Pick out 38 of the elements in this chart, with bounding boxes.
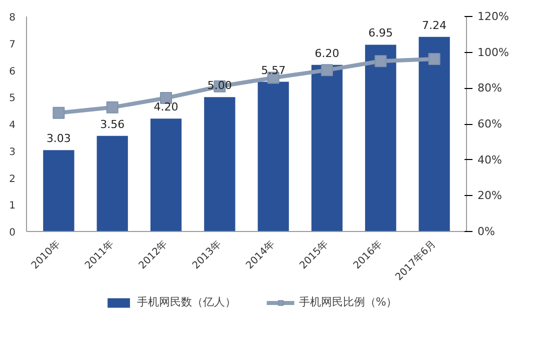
y-tick-label: 5 [9, 93, 16, 104]
bar [204, 97, 236, 232]
y-tick-label: 8 [9, 12, 16, 24]
bar [418, 36, 450, 232]
y-tick-label: 7 [9, 39, 16, 50]
y2-tick-label: 120% [478, 10, 509, 23]
bar [96, 136, 128, 232]
y2-tick-label: 100% [478, 46, 509, 59]
point [428, 52, 440, 65]
data-label: 4.20 [154, 100, 178, 114]
y-tick-label: 3 [9, 146, 16, 158]
y2-tick-label: 80% [478, 82, 502, 95]
data-label: 7.24 [422, 18, 447, 32]
bar [258, 82, 289, 232]
y2-tick-label: 40% [478, 153, 502, 166]
y-tick-label: 2 [9, 174, 16, 185]
data-label: 3.03 [46, 132, 71, 146]
point [374, 55, 387, 68]
data-label: 5.57 [261, 64, 286, 77]
data-label: 6.20 [314, 46, 340, 60]
bar [43, 150, 74, 232]
bar [365, 44, 396, 232]
y-tick-label: 6 [9, 66, 16, 78]
bar [311, 64, 343, 232]
legend-label: 手机网民比例（%） [298, 294, 398, 310]
y2-tick-label: 20% [478, 189, 502, 202]
y-tick-label: 0 [9, 228, 16, 238]
y2-tick-label: 60% [478, 118, 502, 130]
y2-tick-label: 0% [478, 225, 495, 238]
legend-label: 手机网民数（亿人） [136, 294, 236, 310]
point [320, 64, 333, 76]
point [52, 106, 65, 119]
y-tick-label: 1 [9, 200, 16, 212]
bar [150, 118, 182, 232]
data-label: 6.95 [368, 26, 393, 40]
y-tick-label: 4 [9, 120, 16, 131]
point [106, 101, 118, 114]
data-label: 3.56 [100, 118, 125, 131]
